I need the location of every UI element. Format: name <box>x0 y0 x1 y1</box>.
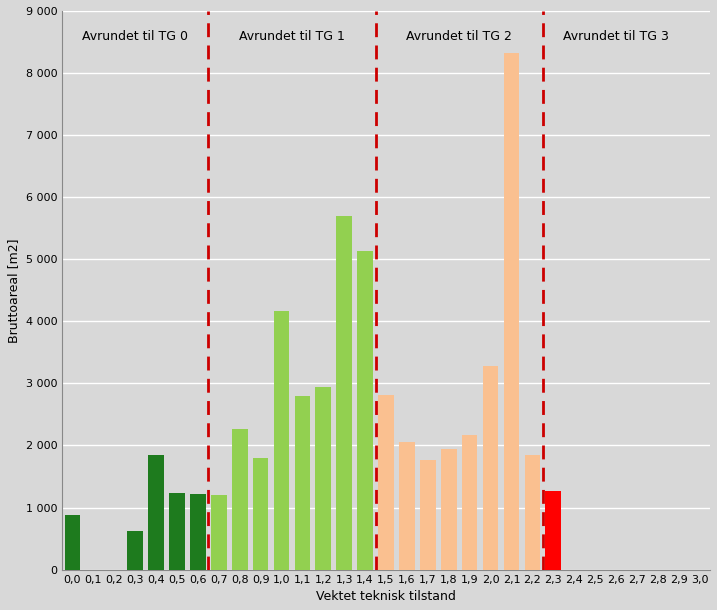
Text: Avrundet til TG 3: Avrundet til TG 3 <box>563 29 669 43</box>
Text: Avrundet til TG 0: Avrundet til TG 0 <box>82 29 188 43</box>
Bar <box>211 495 227 570</box>
Bar <box>378 395 394 570</box>
Bar <box>441 448 457 570</box>
Bar <box>336 216 352 570</box>
Bar <box>253 458 268 570</box>
Bar <box>148 455 164 570</box>
X-axis label: Vektet teknisk tilstand: Vektet teknisk tilstand <box>316 590 456 603</box>
Bar <box>65 515 80 570</box>
Text: Avrundet til TG 2: Avrundet til TG 2 <box>407 29 512 43</box>
Bar <box>128 531 143 570</box>
Bar <box>483 366 498 570</box>
Bar <box>462 435 478 570</box>
Bar <box>399 442 414 570</box>
Text: Avrundet til TG 1: Avrundet til TG 1 <box>239 29 345 43</box>
Bar <box>420 460 436 570</box>
Bar <box>232 429 247 570</box>
Bar <box>169 493 185 570</box>
Bar <box>190 494 206 570</box>
Bar <box>503 53 519 570</box>
Bar <box>357 251 373 570</box>
Bar <box>274 311 290 570</box>
Bar <box>315 387 331 570</box>
Bar <box>295 396 310 570</box>
Y-axis label: Bruttoareal [m2]: Bruttoareal [m2] <box>7 238 20 343</box>
Bar <box>525 455 540 570</box>
Bar <box>546 491 561 570</box>
